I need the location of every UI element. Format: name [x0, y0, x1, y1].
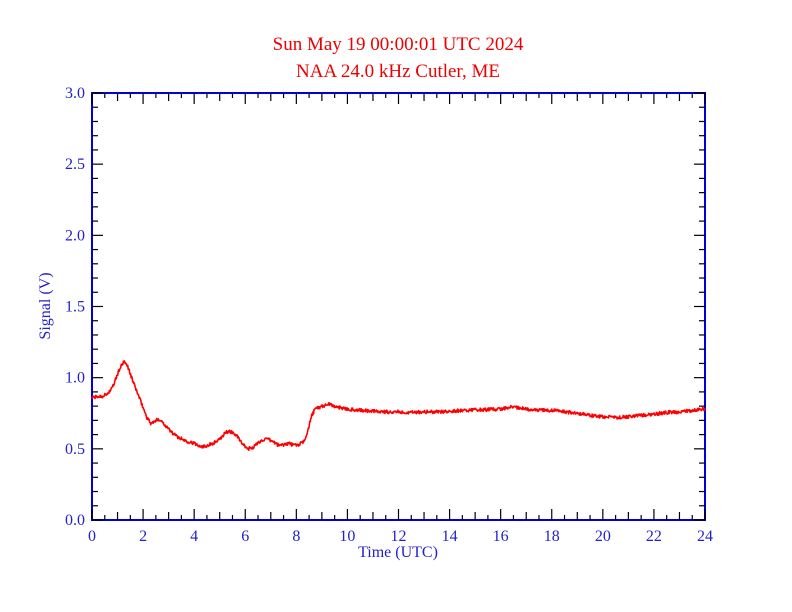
x-tick-label: 14 [442, 528, 458, 545]
y-axis-label: Signal (V) [37, 272, 54, 339]
chart-title-datetime: Sun May 19 00:00:01 UTC 2024 [273, 34, 524, 55]
signal-trace [91, 360, 706, 452]
y-tick-label: 3.0 [65, 85, 85, 102]
x-tick-label: 0 [88, 528, 96, 545]
y-tick-label: 2.5 [65, 156, 85, 173]
axes-layer: 0 2 4 6 8 10 12 14 16 18 20 22 240.00.51.01.52.02.53… [65, 85, 713, 545]
x-tick-label: 8 [292, 528, 300, 545]
x-tick-label: 10 [339, 528, 355, 545]
x-tick-label: 22 [646, 528, 662, 545]
y-tick-label: 1.0 [65, 370, 85, 387]
y-tick-label: 1.5 [65, 299, 85, 316]
x-tick-label: 6 [241, 528, 249, 545]
trace-layer [91, 360, 706, 452]
x-tick-label: 24 [697, 528, 713, 545]
plot-frame [91, 92, 706, 521]
x-tick-label: 12 [391, 528, 407, 545]
chart-title-station: NAA 24.0 kHz Cutler, ME [296, 61, 500, 82]
x-tick-label: 20 [595, 528, 611, 545]
x-tick-label: 2 [139, 528, 147, 545]
x-tick-label: 4 [190, 528, 198, 545]
y-tick-label: 2.0 [65, 227, 85, 244]
y-tick-label: 0.0 [65, 512, 85, 529]
x-tick-label: 16 [493, 528, 509, 545]
x-tick-label: 18 [544, 528, 560, 545]
x-axis-label: Time (UTC) [358, 544, 438, 561]
y-tick-label: 0.5 [65, 441, 85, 458]
